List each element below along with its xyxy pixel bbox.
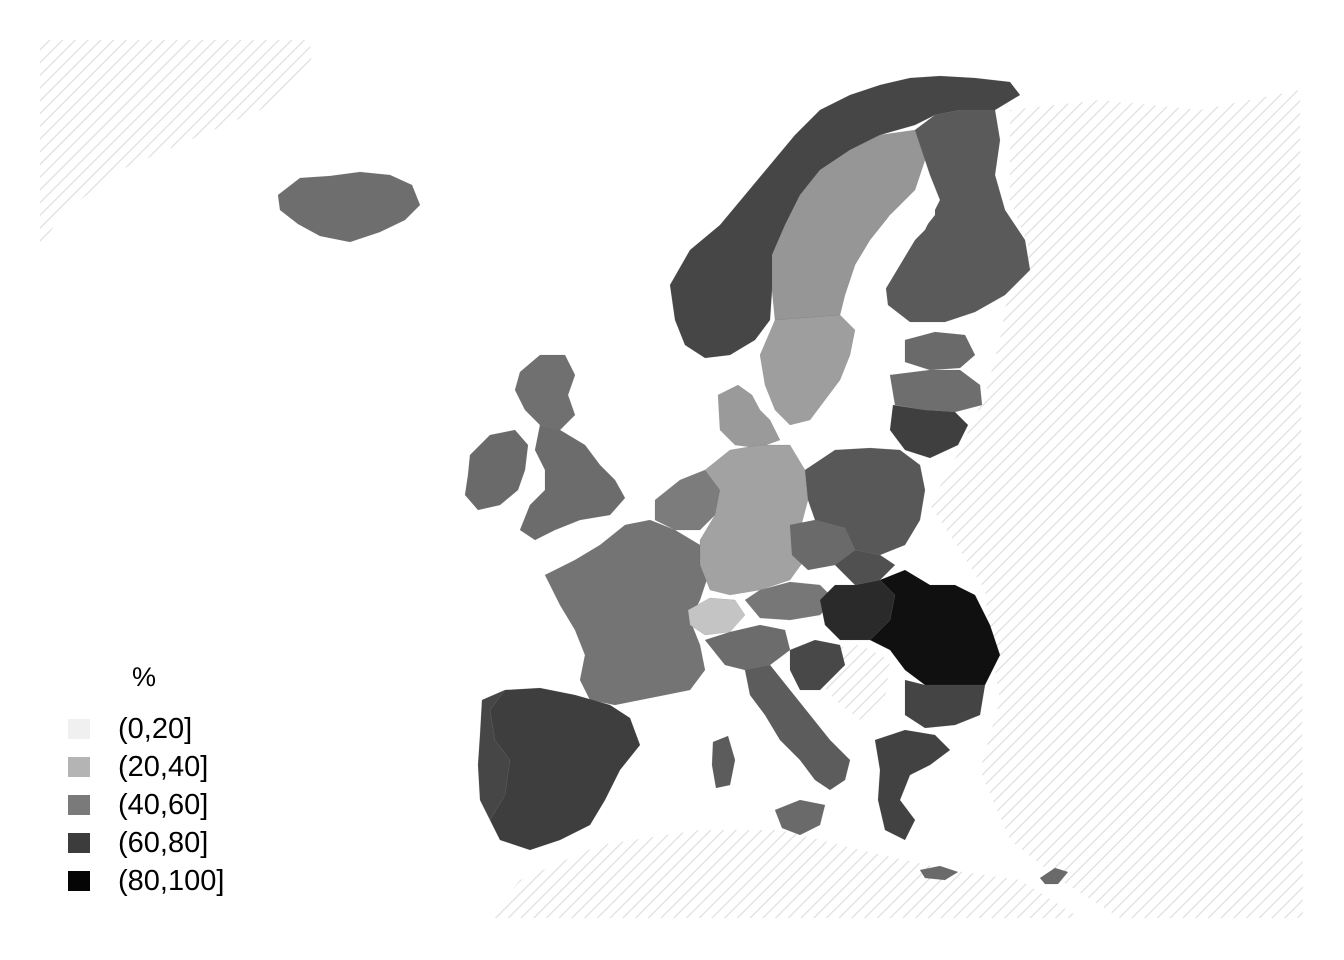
sardinia <box>711 735 736 789</box>
sweden-north <box>771 129 926 321</box>
benelux <box>654 469 721 531</box>
russia-hatch <box>930 90 1303 918</box>
crete <box>919 865 959 881</box>
iceland <box>277 171 421 243</box>
legend-label: (60,80] <box>118 827 209 859</box>
romania <box>869 569 1001 686</box>
legend-swatch <box>68 833 90 853</box>
scotland <box>514 354 576 431</box>
italy-south <box>744 664 851 791</box>
germany <box>699 444 809 596</box>
cyprus <box>1039 867 1069 885</box>
spain <box>489 687 641 851</box>
bulgaria <box>904 679 986 729</box>
greenland-hatch <box>40 40 312 250</box>
north-africa-hatch <box>490 830 1080 918</box>
legend-title: % <box>132 662 157 692</box>
ireland <box>464 429 529 511</box>
legend-label: (80,100] <box>118 865 225 897</box>
legend-label: (40,60] <box>118 789 209 821</box>
latvia <box>889 369 983 413</box>
england-wales <box>519 424 626 541</box>
estonia <box>904 331 976 371</box>
no-data-areas <box>40 40 1303 918</box>
portugal <box>477 689 511 821</box>
switzerland <box>687 597 746 636</box>
france <box>544 519 711 706</box>
croatia <box>789 639 846 691</box>
denmark <box>717 384 781 449</box>
gulf-of-bothnia <box>845 195 935 320</box>
sweden-south <box>759 314 856 426</box>
legend-swatch <box>68 795 90 815</box>
legend-label: (20,40] <box>118 751 209 783</box>
legend-swatch <box>68 719 90 739</box>
legend-swatch <box>68 757 90 777</box>
sicily <box>774 799 826 836</box>
regions <box>277 75 1069 885</box>
greece <box>874 729 951 841</box>
legend-swatch <box>68 871 90 891</box>
poland <box>804 447 926 556</box>
legend-label: (0,20] <box>118 713 193 745</box>
lithuania <box>889 404 969 459</box>
finland <box>884 109 1031 323</box>
